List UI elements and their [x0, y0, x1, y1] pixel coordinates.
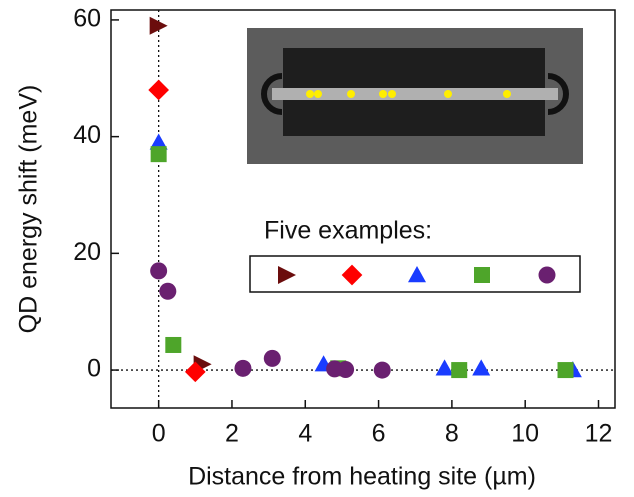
data-point [472, 359, 491, 376]
data-point [150, 146, 167, 163]
data-point [337, 360, 355, 378]
data-point [165, 336, 182, 353]
data-point [263, 349, 281, 367]
data-point [150, 262, 168, 280]
legend-title: Five examples: [264, 217, 432, 245]
data-point [149, 16, 168, 35]
inset-image [247, 28, 583, 164]
legend-marker [474, 267, 490, 283]
y-tick-label: 40 [73, 121, 101, 149]
x-tick-label: 10 [511, 420, 539, 448]
y-tick-label: 0 [87, 355, 101, 383]
data-point [159, 282, 177, 300]
data-point [149, 133, 168, 150]
data-point [373, 361, 391, 379]
y-tick-label: 20 [73, 238, 101, 266]
legend-marker [341, 264, 363, 286]
x-tick-label: 8 [445, 420, 459, 448]
data-point [184, 361, 206, 383]
y-axis-label: QD energy shift (meV) [15, 85, 43, 334]
data-point [148, 79, 170, 101]
x-tick-label: 2 [225, 420, 239, 448]
plot-frame [110, 9, 616, 409]
legend-marker [278, 266, 296, 284]
legend-marker [538, 266, 556, 284]
x-tick-label: 6 [372, 420, 386, 448]
data-point [234, 359, 252, 377]
legend-box [249, 255, 581, 293]
data-point [451, 362, 468, 379]
x-tick-label: 4 [298, 420, 312, 448]
data-point [557, 362, 574, 379]
y-tick-label: 60 [73, 5, 101, 33]
x-tick-label: 0 [152, 420, 166, 448]
data-point [435, 359, 454, 376]
x-tick-label: 12 [585, 420, 613, 448]
x-axis-label: Distance from heating site (µm) [188, 463, 536, 491]
legend-marker [408, 266, 426, 283]
